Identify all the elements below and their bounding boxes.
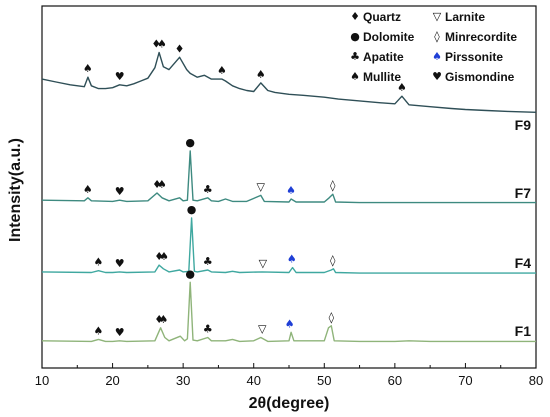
peak-marker: ♠ — [287, 253, 297, 266]
legend-symbol: ♥ — [432, 70, 442, 83]
legend-label: Quartz — [363, 10, 401, 24]
series-f9: F9♠♥♦♠ ♦♠ ♠♠ — [41, 38, 537, 133]
x-tick-label: 40 — [246, 373, 260, 388]
x-tick-label: 60 — [388, 373, 402, 388]
peak-marker: ♣ — [203, 255, 213, 268]
peak-marker: ♦ — [152, 178, 162, 191]
legend-symbol: ▽ — [433, 10, 442, 23]
series-label: F4 — [515, 255, 532, 271]
peak-marker: ♥ — [115, 257, 125, 270]
legend-item: ▽ Larnite — [433, 10, 486, 24]
x-tick-label: 80 — [529, 373, 543, 388]
peak-marker: ♦ — [175, 42, 185, 55]
legend-symbol: ◊ — [434, 30, 440, 43]
peak-marker: ♥ — [115, 70, 125, 83]
x-tick-label: 10 — [35, 373, 49, 388]
series-line — [41, 281, 536, 343]
series-f7: F7♠ ♥♦♠●♣ ▽ ♠ ◊ — [41, 136, 536, 204]
y-axis-title: Intensity(a.u.) — [7, 138, 24, 242]
legend-symbol: ♠ — [432, 50, 442, 63]
peak-marker: ● — [185, 136, 195, 149]
legend-label: Mullite — [363, 70, 401, 84]
legend-symbol: ♠ — [350, 70, 360, 83]
peak-marker: ♠ — [217, 64, 227, 77]
legend-item: ♥ Gismondine — [432, 70, 515, 84]
legend-symbol: ● — [350, 30, 360, 43]
legend-label: Larnite — [445, 10, 485, 24]
peak-marker: ♦ — [154, 250, 164, 263]
series-line — [41, 51, 537, 113]
peak-marker: ♦ — [154, 313, 164, 326]
series-f1: F1♠ ♥♦♠●♣ ▽ ♠ ◊ — [41, 267, 536, 343]
legend: ♦ Quartz ▽ Larnite ● Dolomite ◊ Minrecordite ♣ Ap… — [350, 10, 517, 84]
x-tick-label: 20 — [105, 373, 119, 388]
peak-marker: ● — [185, 267, 195, 280]
peak-marker: ♣ — [203, 183, 213, 196]
peak-marker: ♠ — [157, 178, 167, 191]
legend-item: ● Dolomite — [350, 30, 414, 44]
peak-marker: ♠ — [158, 313, 168, 326]
series-label: F1 — [515, 323, 532, 339]
legend-label: Dolomite — [363, 30, 415, 44]
peak-marker: ▽ — [259, 257, 268, 270]
peak-marker: ♣ — [203, 323, 213, 336]
peak-marker: ♠ — [397, 81, 407, 94]
peak-marker: ♦ — [151, 38, 161, 51]
legend-item: ♠ Mullite — [350, 70, 401, 84]
peak-marker: ● — [187, 203, 197, 216]
peak-marker: ♠ — [159, 250, 169, 263]
series-line — [41, 150, 536, 204]
series-label: F7 — [515, 185, 532, 201]
x-tick-label: 30 — [176, 373, 190, 388]
legend-item: ♦ Quartz — [350, 10, 401, 24]
x-axis-title: 2θ(degree) — [249, 395, 330, 412]
peak-marker: ♠ — [285, 317, 295, 330]
peak-marker: ♠ — [94, 256, 104, 269]
peak-marker: ♠ — [256, 68, 266, 81]
peak-marker: ♠ — [157, 38, 167, 51]
peak-marker: ♠ — [83, 62, 93, 75]
legend-item: ◊ Minrecordite — [434, 30, 517, 44]
legend-symbol: ♦ — [350, 10, 360, 23]
legend-label: Minrecordite — [445, 30, 517, 44]
peak-marker: ♠ — [286, 184, 296, 197]
peak-marker: ◊ — [330, 179, 336, 192]
peak-marker: ▽ — [257, 180, 266, 193]
x-tick-label: 70 — [458, 373, 472, 388]
legend-label: Apatite — [363, 50, 404, 64]
peak-marker: ♠ — [94, 324, 104, 337]
peak-marker: ♥ — [115, 326, 125, 339]
peak-marker: ◊ — [330, 254, 336, 267]
x-axis: 10 20 30 40 50 60 70 80 — [35, 363, 543, 388]
peak-marker: ▽ — [258, 323, 267, 336]
series-label: F9 — [515, 117, 532, 133]
peak-marker: ◊ — [329, 311, 335, 324]
series-f4: F4♠ ♥♦♠●♣ ▽ ♠ ◊ — [41, 203, 536, 274]
legend-symbol: ♣ — [350, 50, 360, 63]
x-tick-label: 50 — [317, 373, 331, 388]
series-layer: F9♠♥♦♠ ♦♠ ♠♠F7♠ ♥♦♠●♣ ▽ ♠ ◊F4♠ ♥♦♠●♣ ▽ ♠ ◊F1♠ ♥♦♠●♣… — [41, 38, 537, 343]
legend-item: ♠ Pirssonite — [432, 50, 503, 64]
legend-label: Pirssonite — [445, 50, 503, 64]
series-line — [41, 217, 536, 274]
legend-label: Gismondine — [445, 70, 515, 84]
peak-marker: ♥ — [115, 185, 125, 198]
peak-marker: ♠ — [83, 183, 93, 196]
legend-item: ♣ Apatite — [350, 50, 404, 64]
